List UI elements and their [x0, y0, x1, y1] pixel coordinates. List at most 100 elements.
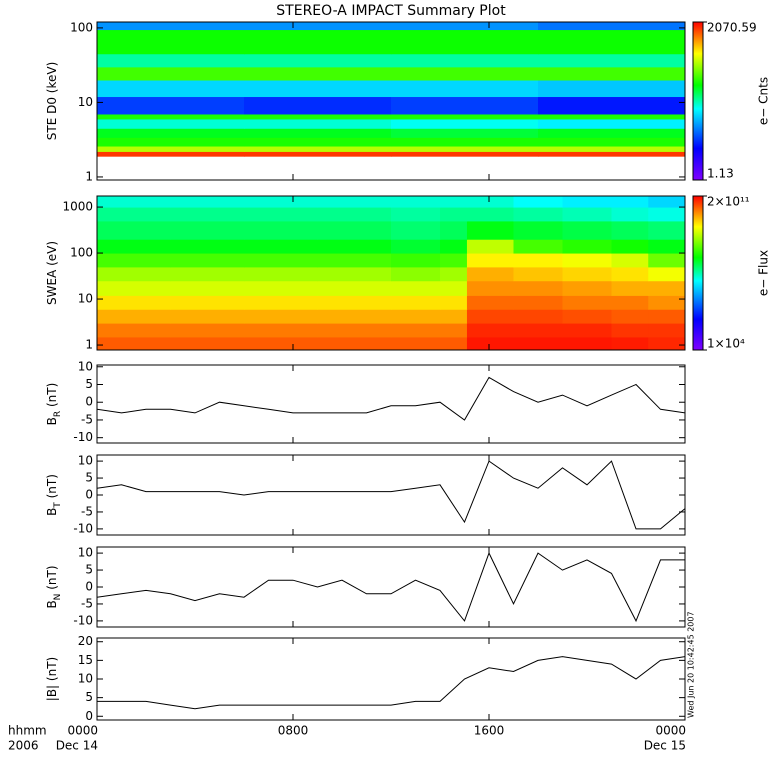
- heatmap-cell: [562, 295, 612, 310]
- heatmap-cell: [611, 239, 649, 254]
- y-axis-label-part: B: [45, 600, 59, 608]
- y-tick-label: 15: [78, 653, 93, 667]
- panel-1: [97, 196, 685, 350]
- x-tick-label: 0000: [655, 724, 686, 738]
- heatmap-cell: [244, 253, 318, 268]
- y-axis-label-part: |B| (nT): [45, 657, 59, 701]
- heatmap-cell: [97, 79, 245, 98]
- heatmap-cell: [170, 295, 245, 310]
- heatmap-cell: [648, 253, 685, 268]
- y-axis-label-part: B: [45, 508, 59, 516]
- heatmap-cell: [440, 196, 468, 208]
- heatmap-cell: [562, 309, 612, 324]
- heatmap-cell: [513, 220, 563, 240]
- y-tick-label: 100: [70, 246, 93, 260]
- heatmap-cell: [170, 253, 245, 268]
- panel-frame: [96, 364, 686, 444]
- heatmap-cell: [391, 29, 539, 55]
- y-axis-label-part: R: [53, 411, 63, 417]
- heatmap-cell: [97, 253, 171, 268]
- y-axis-label-part: SWEA (eV): [45, 241, 59, 305]
- heatmap-cell: [97, 239, 171, 254]
- heatmap-cell: [538, 151, 685, 157]
- plot-title: STEREO-A IMPACT Summary Plot: [276, 3, 506, 19]
- heatmap-cell: [466, 196, 514, 208]
- heatmap-cell: [170, 280, 245, 296]
- heatmap-cell: [391, 66, 539, 81]
- data-line: [97, 376, 685, 421]
- y-tick-label: 0: [85, 395, 93, 409]
- colorbar-tick-label: 1.13: [707, 167, 734, 181]
- heatmap-cell: [170, 207, 245, 222]
- heatmap-cell: [538, 96, 685, 115]
- heatmap-cell: [391, 53, 539, 68]
- y-tick-label: 5: [85, 690, 93, 704]
- y-tick-label: -5: [81, 412, 93, 426]
- heatmap-cell: [391, 220, 441, 240]
- heatmap-cell: [440, 323, 468, 338]
- heatmap-cell: [244, 336, 318, 350]
- heatmap-cell: [244, 79, 392, 98]
- heatmap-cell: [244, 22, 392, 31]
- heatmap-cell: [513, 280, 563, 296]
- heatmap-cell: [513, 196, 563, 208]
- heatmap-cell: [391, 309, 441, 324]
- heatmap-cell: [538, 22, 685, 31]
- heatmap-cell: [244, 137, 392, 147]
- y-tick-label: 1: [85, 338, 93, 352]
- heatmap-cell: [97, 113, 245, 120]
- data-line: [97, 551, 685, 623]
- heatmap-cell: [244, 151, 392, 157]
- heatmap-cell: [317, 323, 392, 338]
- heatmap-cell: [97, 146, 245, 152]
- heatmap-cell: [97, 266, 171, 282]
- heatmap-cell: [538, 137, 685, 147]
- y-tick-label: 20: [78, 634, 93, 648]
- heatmap-cell: [440, 336, 468, 350]
- heatmap-cell: [244, 207, 318, 222]
- heatmap-cell: [170, 323, 245, 338]
- y-axis-label: BR (nT): [45, 383, 63, 426]
- heatmap-cell: [97, 323, 171, 338]
- heatmap-cell: [513, 323, 563, 338]
- heatmap-cell: [97, 118, 245, 129]
- heatmap-cell: [513, 239, 563, 254]
- y-axis-label: BN (nT): [45, 565, 63, 608]
- heatmap-cell: [391, 207, 441, 222]
- heatmap-cell: [97, 196, 171, 208]
- heatmap-cell: [244, 280, 318, 296]
- panel-0: [97, 22, 685, 157]
- heatmap-cell: [391, 22, 539, 31]
- heatmap-cell: [391, 79, 539, 98]
- heatmap-cell: [648, 280, 685, 296]
- heatmap-cell: [611, 220, 649, 240]
- y-axis-label: SWEA (eV): [45, 241, 59, 305]
- heatmap-cell: [317, 196, 392, 208]
- heatmap-cell: [97, 29, 245, 55]
- heatmap-cell: [440, 207, 468, 222]
- heatmap-cell: [170, 266, 245, 282]
- heatmap-cell: [562, 220, 612, 240]
- heatmap-cell: [648, 207, 685, 222]
- heatmap-cell: [648, 239, 685, 254]
- heatmap-cell: [97, 96, 245, 115]
- heatmap-cell: [317, 280, 392, 296]
- heatmap-cell: [317, 239, 392, 254]
- data-line: [97, 460, 685, 530]
- heatmap-cell: [538, 66, 685, 81]
- heatmap-cell: [244, 239, 318, 254]
- panel-frame: [96, 21, 686, 181]
- data-line: [97, 656, 685, 710]
- heatmap-cell: [611, 323, 649, 338]
- heatmap-cell: [244, 53, 392, 68]
- heatmap-cell: [391, 323, 441, 338]
- heatmap-cell: [611, 280, 649, 296]
- heatmap-cell: [466, 220, 514, 240]
- heatmap-cell: [611, 266, 649, 282]
- heatmap-cell: [562, 280, 612, 296]
- y-tick-label: 1: [85, 169, 93, 183]
- x-tick-label: 1600: [474, 724, 505, 738]
- heatmap-cell: [466, 323, 514, 338]
- heatmap-cell: [97, 309, 171, 324]
